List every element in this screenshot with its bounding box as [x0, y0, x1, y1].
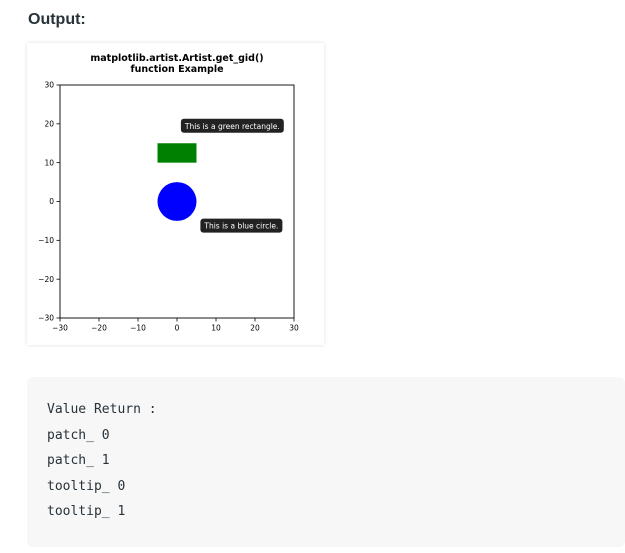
figure-card: matplotlib.artist.Artist.get_gid() functi…: [27, 43, 324, 345]
tooltip-box: [180, 118, 284, 133]
x-tick-label: −30: [52, 324, 68, 333]
x-tick-label: 0: [175, 324, 180, 333]
x-tick-label: −20: [91, 324, 107, 333]
y-tick-label: 30: [44, 81, 54, 90]
y-tick-label: 10: [44, 158, 54, 167]
tooltip-box: [200, 218, 283, 233]
tooltip-text: This is a green rectangle.: [184, 122, 280, 131]
code-output-lines: Value Return : patch_ 0 patch_ 1 tooltip_ 0…: [47, 399, 157, 527]
shapes-layer: [157, 143, 197, 221]
x-tick-label: 30: [289, 324, 299, 333]
code-output-line: tooltip_ 0: [47, 478, 126, 494]
x-tick-label: −10: [130, 324, 146, 333]
tooltip-text: This is a blue circle.: [203, 222, 278, 231]
x-axis: −30 −20 −10 0 10 20 30: [52, 318, 299, 333]
y-tick-label: −30: [38, 314, 54, 323]
chart-figure: matplotlib.artist.Artist.get_gid()functi…: [38, 53, 299, 333]
code-output-line: patch_ 1: [47, 453, 110, 468]
chart-title-line: function Example: [130, 64, 223, 75]
chart-title-line: matplotlib.artist.Artist.get_gid(): [90, 53, 263, 64]
code-output-block: Value Return : patch_ 0 patch_ 1 tooltip_ 0…: [27, 377, 625, 547]
y-tick-label: 20: [44, 120, 54, 129]
y-tick-label: −20: [38, 275, 54, 284]
blue-circle-patch[interactable]: [157, 182, 197, 221]
green-rectangle-patch[interactable]: [157, 143, 197, 163]
code-output-line: Value Return :: [47, 402, 157, 417]
y-tick-label: −10: [38, 236, 54, 245]
annotation-layer: This is a green rectangle. This is a blue…: [180, 118, 284, 233]
y-tick-label: 0: [49, 197, 54, 206]
tooltip-annotation: This is a green rectangle.: [180, 118, 284, 133]
x-tick-label: 10: [211, 324, 221, 333]
chart-title: matplotlib.artist.Artist.get_gid()functi…: [90, 53, 263, 75]
x-tick-label: 20: [250, 324, 260, 333]
code-output-line: patch_ 0: [47, 427, 110, 443]
code-output-line: tooltip_ 1: [47, 504, 126, 519]
output-heading: Output:: [28, 11, 86, 28]
y-axis: 30 20 10 0 −10 −20 −30: [38, 81, 60, 323]
tooltip-annotation: This is a blue circle.: [200, 218, 283, 233]
